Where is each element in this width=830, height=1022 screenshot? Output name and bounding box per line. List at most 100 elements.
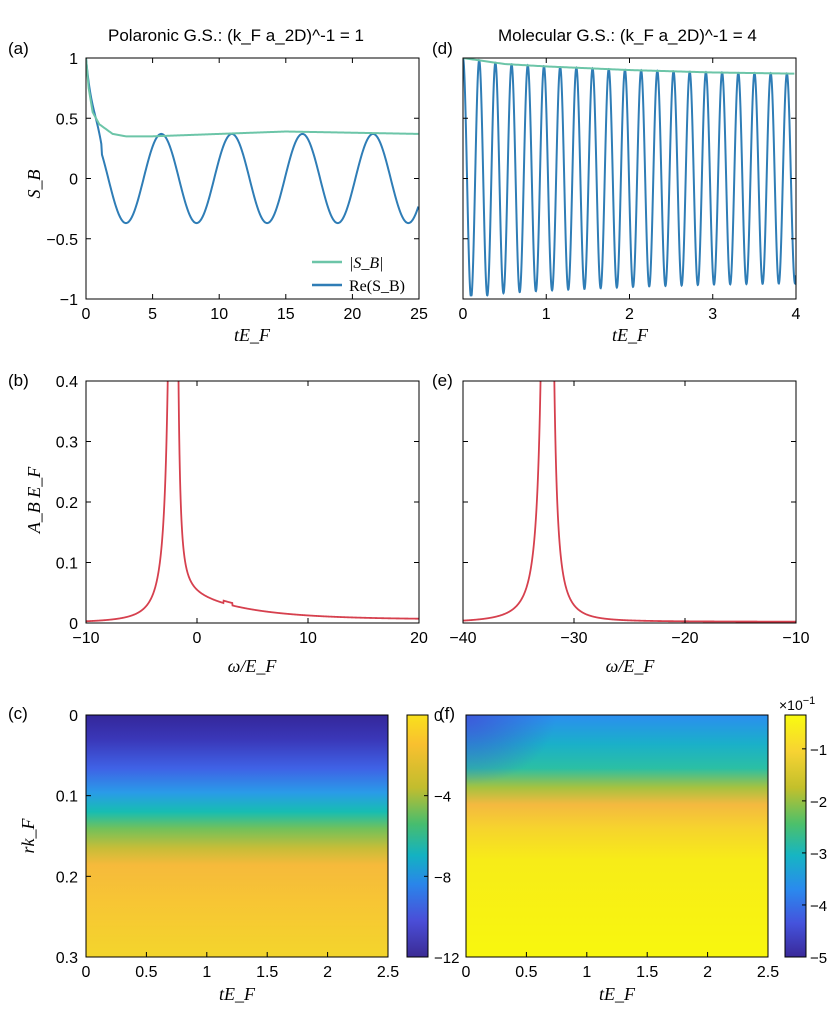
- b-xtick-label: 20: [410, 630, 428, 647]
- c-xtick-label: 0.5: [135, 964, 157, 981]
- e-xtick-label: −40: [449, 630, 476, 647]
- a-re-line: [86, 58, 419, 225]
- d-xtick-label: 1: [542, 306, 551, 323]
- panel-label-a: (a): [8, 39, 29, 58]
- heatmap-c: [86, 715, 388, 957]
- panel-e: −40 −30 −20 −10 ω/E_F: [449, 380, 810, 676]
- b-ytick-label: 0.1: [56, 556, 78, 573]
- a-ytick-label: −0.5: [46, 232, 78, 249]
- heatmap-f-spot: [466, 715, 556, 785]
- a-ytick-label: 0: [69, 172, 78, 189]
- f-cbar-tick-label: −4: [810, 898, 827, 915]
- f-xtick-label: 2.5: [757, 964, 779, 981]
- f-xtick-label: 1: [582, 964, 591, 981]
- b-spectral-line: [86, 381, 419, 623]
- panel-d: 0 1 2 3 4 tE_F: [459, 57, 801, 345]
- b-xlabel: ω/E_F: [228, 656, 278, 676]
- title-left-prefix: Polaronic G.S.:: [108, 26, 227, 45]
- title-right: Molecular G.S.: (k_F a_2D)^-1 = 4: [498, 26, 757, 45]
- panel-b-frame: [85, 380, 420, 624]
- d-xlabel: tE_F: [612, 325, 649, 345]
- c-ylabel: rk_F: [18, 818, 38, 854]
- e-xtick-label: −30: [560, 630, 587, 647]
- d-xtick-label: 0: [459, 306, 468, 323]
- d-xtick-label: 2: [625, 306, 634, 323]
- c-ytick-label: 0: [69, 708, 78, 725]
- panel-f: 0 0.5 1 1.5 2 2.5 −1 −2 −3 −4 −5 ×10−1 tE_F: [462, 695, 828, 1004]
- c-xtick-label: 2.5: [377, 964, 399, 981]
- c-xtick-label: 2: [323, 964, 332, 981]
- c-ytick-label: 0.2: [56, 869, 78, 886]
- title-left: Polaronic G.S.: (k_F a_2D)^-1 = 1: [108, 26, 364, 45]
- c-xtick-label: 1.5: [256, 964, 278, 981]
- b-ylabel: A_B E_F: [24, 466, 44, 534]
- b-ytick-label: 0.2: [56, 495, 78, 512]
- c-xlabel: tE_F: [219, 984, 256, 1004]
- c-ytick-label: 0.3: [56, 950, 78, 967]
- heatmap-c-frame: [85, 714, 389, 958]
- panel-label-c: (c): [8, 704, 28, 723]
- d-xtick-label: 3: [708, 306, 717, 323]
- f-cbar-tick-label: −2: [810, 794, 827, 811]
- a-xtick-label: 5: [148, 306, 157, 323]
- title-right-prefix: Molecular G.S.:: [498, 26, 620, 45]
- legend-re-label: Re(S_B): [349, 278, 405, 295]
- b-ytick-label: 0.4: [56, 374, 78, 391]
- c-ytick-label: 0.1: [56, 789, 78, 806]
- a-xtick-label: 15: [277, 306, 295, 323]
- panel-label-d: (d): [432, 39, 453, 58]
- f-xtick-label: 2: [703, 964, 712, 981]
- legend-a: |S_B| Re(S_B): [312, 255, 405, 295]
- e-spectral-line: [463, 381, 796, 623]
- f-xtick-label: 0.5: [515, 964, 537, 981]
- a-xtick-label: 0: [82, 306, 91, 323]
- a-xlabel: tE_F: [234, 325, 271, 345]
- f-cbar-tick-label: −5: [810, 950, 827, 967]
- f-xlabel: tE_F: [599, 984, 636, 1004]
- c-xtick-label: 1: [202, 964, 211, 981]
- e-xtick-label: −10: [782, 630, 809, 647]
- f-cbar-tick-label: −1: [810, 742, 827, 759]
- panel-a: 0 5 10 15 20 25 1 0.5 0 −0.5 −1 |S_B| Re(S_B) tE_…: [24, 51, 428, 345]
- a-abs-line: [86, 58, 419, 138]
- colorbar-f-multiplier: ×10−1: [779, 695, 815, 713]
- f-cbar-tick-label: −3: [810, 846, 827, 863]
- colorbar-c: [406, 714, 429, 958]
- b-xtick-label: 0: [193, 630, 202, 647]
- panel-label-e: (e): [432, 371, 453, 390]
- b-xtick-label: −10: [72, 630, 99, 647]
- panel-label-f: (f): [439, 704, 455, 723]
- panel-c: 0 0.5 1 1.5 2 2.5 0 0.1 0.2 0.3 0 −4 −8 −12 tE_F rk…: [18, 708, 459, 1004]
- panel-e-frame: [462, 380, 797, 624]
- title-right-math: (k_F a_2D)^-1 = 4: [620, 26, 757, 45]
- e-xtick-label: −20: [671, 630, 698, 647]
- e-xlabel: ω/E_F: [606, 656, 656, 676]
- a-ytick-label: −1: [60, 292, 78, 309]
- colorbar-f: [784, 714, 807, 958]
- c-xtick-label: 0: [82, 964, 91, 981]
- b-xtick-label: 10: [299, 630, 317, 647]
- a-xtick-label: 10: [210, 306, 228, 323]
- c-cbar-tick-label: −12: [434, 950, 459, 967]
- d-abs-line: [463, 58, 795, 75]
- f-xtick-label: 0: [462, 964, 471, 981]
- legend-abs-label: |S_B|: [349, 255, 384, 272]
- b-ytick-label: 0.3: [56, 435, 78, 452]
- c-cbar-tick-label: −8: [434, 869, 451, 886]
- panel-b: −10 0 10 20 0.40.30.20.10 ω/E_F A_B E_F: [24, 374, 428, 676]
- a-xtick-label: 25: [410, 306, 428, 323]
- d-xtick-label: 4: [792, 306, 801, 323]
- a-ytick-label: 1: [69, 51, 78, 68]
- panel-label-b: (b): [8, 371, 29, 390]
- a-xtick-label: 20: [344, 306, 362, 323]
- d-re-line: [463, 58, 796, 297]
- a-ytick-label: 0.5: [56, 111, 78, 128]
- f-xtick-label: 1.5: [636, 964, 658, 981]
- c-cbar-tick-label: −4: [434, 789, 451, 806]
- heatmap-f-frame: [465, 714, 769, 958]
- b-ytick-label: 0: [69, 616, 78, 633]
- a-ylabel: S_B: [24, 170, 44, 199]
- title-left-math: (k_F a_2D)^-1 = 1: [227, 26, 364, 45]
- c-cbar-tick-label: 0: [434, 708, 442, 725]
